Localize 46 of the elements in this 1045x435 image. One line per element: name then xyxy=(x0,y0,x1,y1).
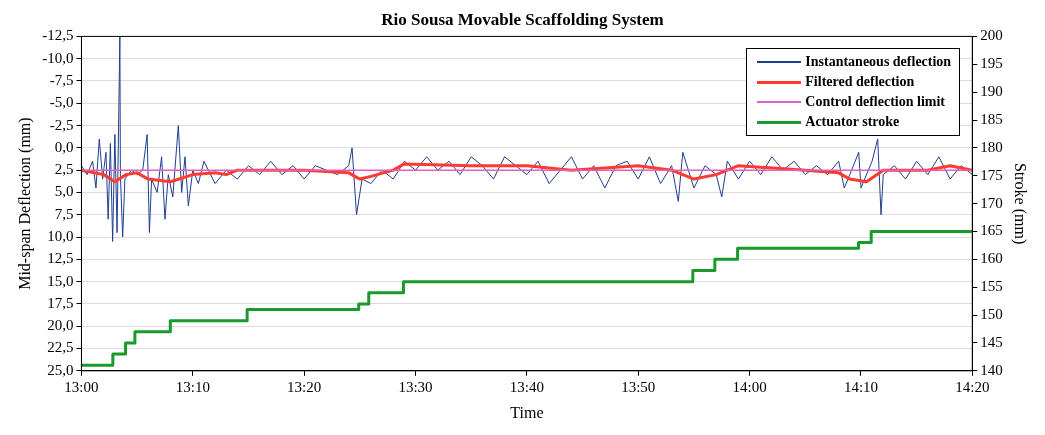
y2-tick-label: 155 xyxy=(980,278,1003,295)
y-axis-title: Mid-span Deflection (mm) xyxy=(15,117,34,290)
x-tick-label: 14:00 xyxy=(732,378,767,395)
y-tick-label: -7,5 xyxy=(49,71,74,88)
x-tick-label: 13:10 xyxy=(175,378,210,395)
x-tick-label: 13:50 xyxy=(621,378,656,395)
y2-tick-label: 200 xyxy=(980,27,1003,44)
legend-label: Actuator stroke xyxy=(805,113,900,132)
y-tick-label: 25,0 xyxy=(47,361,74,378)
y2-tick-label: 165 xyxy=(980,222,1003,239)
y-tick-label: 17,5 xyxy=(47,294,74,311)
x-tick-label: 13:30 xyxy=(398,378,433,395)
y-tick-label: -12,5 xyxy=(42,27,74,44)
y2-tick-label: 170 xyxy=(980,194,1003,211)
x-tick-label: 13:00 xyxy=(64,378,99,395)
x-tick-label: 13:20 xyxy=(287,378,322,395)
y2-axis-title: Stroke (mm) xyxy=(1011,162,1030,245)
x-tick-label: 14:10 xyxy=(843,378,879,395)
y-tick-label: 20,0 xyxy=(47,317,74,334)
y-tick-label: 15,0 xyxy=(47,272,74,289)
y-tick-label: -5,0 xyxy=(49,94,74,111)
legend-label: Instantaneous deflection xyxy=(805,53,952,72)
legend-label: Filtered deflection xyxy=(805,73,915,92)
y-tick-label: -2,5 xyxy=(49,116,74,133)
y2-tick-label: 195 xyxy=(980,55,1003,72)
y-tick-label: 7,5 xyxy=(54,205,74,222)
y-tick-label: 5,0 xyxy=(54,183,74,200)
y-tick-label: 2,5 xyxy=(54,161,74,178)
y-tick-label: 22,5 xyxy=(47,339,74,356)
y2-tick-label: 185 xyxy=(980,110,1003,127)
x-tick-label: 14:20 xyxy=(955,378,990,395)
legend-label: Control deflection limit xyxy=(805,93,946,112)
y2-tick-label: 160 xyxy=(980,250,1003,267)
x-tick-label: 13:40 xyxy=(509,378,544,395)
y2-tick-label: 150 xyxy=(980,306,1003,322)
chart-title: Rio Sousa Movable Scaffolding System xyxy=(381,9,664,29)
y-tick-label: 0,0 xyxy=(54,138,74,155)
y-tick-label: 10,0 xyxy=(47,227,74,244)
x-axis-title: Time xyxy=(510,403,544,421)
y-tick-label: 12,5 xyxy=(47,250,74,267)
y2-tick-label: 175 xyxy=(980,166,1003,183)
y2-tick-label: 190 xyxy=(980,83,1003,100)
y2-tick-label: 180 xyxy=(980,138,1003,155)
y-tick-label: -10,0 xyxy=(42,49,74,66)
y2-tick-label: 140 xyxy=(980,361,1003,378)
y2-tick-label: 145 xyxy=(980,333,1003,350)
